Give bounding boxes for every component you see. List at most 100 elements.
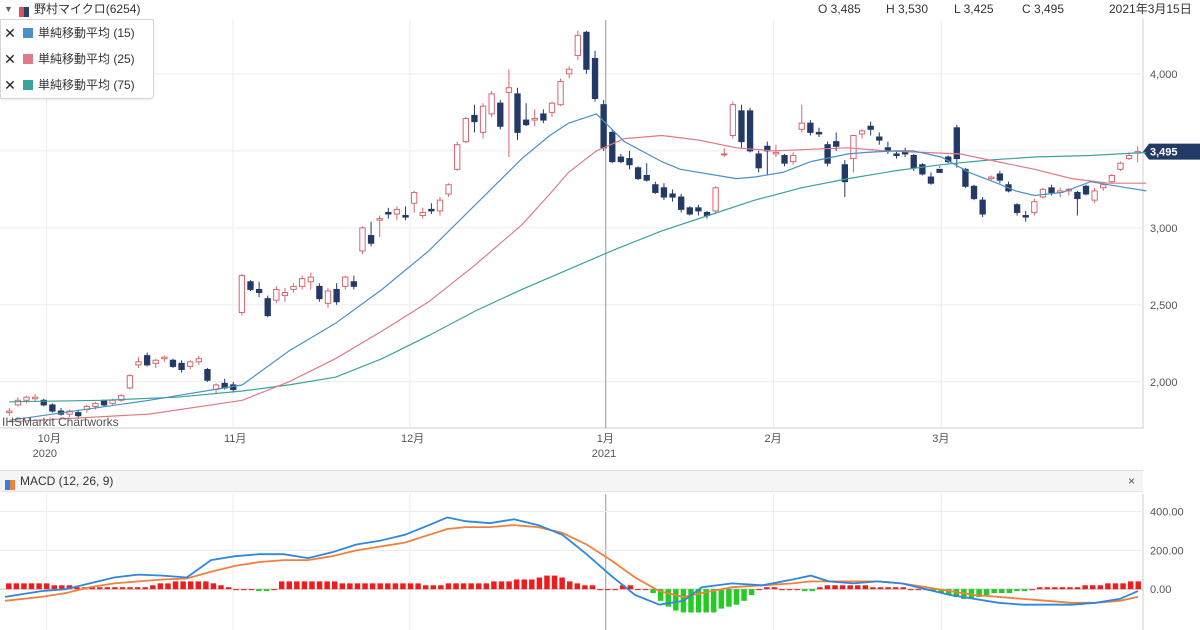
- candlestick: [746, 107, 754, 153]
- candlestick: [385, 207, 392, 219]
- macd-histogram-bar: [134, 587, 141, 590]
- macd-histogram-bar: [566, 581, 573, 590]
- candlestick: [781, 153, 788, 167]
- candle-body: [31, 396, 39, 400]
- macd-histogram-bar: [415, 583, 421, 590]
- candlestick: [600, 100, 607, 151]
- remove-icon[interactable]: ✕: [4, 77, 16, 93]
- macd-histogram-bar: [225, 587, 232, 590]
- candle-body: [402, 215, 409, 218]
- candle-body: [290, 285, 297, 290]
- remove-icon[interactable]: ✕: [4, 25, 16, 41]
- candlestick: [540, 109, 547, 124]
- macd-histogram-bar: [263, 589, 270, 592]
- remove-icon[interactable]: ✕: [4, 51, 16, 67]
- macd-histogram-bar: [589, 585, 596, 590]
- macd-signal-line: [4, 524, 1139, 604]
- macd-histogram-bar: [877, 587, 884, 590]
- macd-histogram-bar: [786, 589, 793, 591]
- candle-body: [1082, 185, 1090, 195]
- candle-body: [238, 275, 246, 314]
- candle-body: [686, 207, 693, 215]
- macd-histogram-bar: [127, 587, 133, 590]
- macd-title: MACD (12, 26, 9): [20, 474, 114, 488]
- candlestick: [1031, 198, 1038, 216]
- candlestick: [1117, 161, 1124, 171]
- candlestick: [660, 183, 668, 201]
- candlestick: [634, 166, 642, 181]
- candlestick: [841, 160, 848, 198]
- candle-body: [324, 290, 332, 304]
- candlestick: [23, 395, 30, 404]
- candlestick: [316, 283, 323, 302]
- candlestick: [100, 399, 108, 407]
- macd-histogram-bar: [1135, 581, 1141, 590]
- candlestick: [884, 141, 892, 154]
- macd-histogram-bar: [536, 577, 543, 590]
- candlestick: [1082, 184, 1090, 196]
- candlestick: [290, 283, 297, 293]
- candle-body: [626, 158, 633, 166]
- candlestick: [471, 104, 478, 133]
- candlestick: [204, 367, 211, 382]
- macd-histogram-bar: [460, 583, 467, 590]
- candlestick: [169, 358, 177, 368]
- candlestick: [488, 90, 495, 117]
- macd-histogram-bar: [210, 583, 217, 590]
- candle-body: [410, 191, 418, 204]
- macd-histogram-bar: [339, 583, 346, 590]
- candle-body: [858, 130, 866, 135]
- candle-body: [92, 402, 99, 407]
- macd-histogram-bar: [544, 575, 550, 590]
- candlestick: [901, 147, 909, 158]
- candlestick: [393, 206, 401, 221]
- macd-histogram-bar: [711, 589, 717, 613]
- legend-item-sma75: ✕ 単純移動平均 (75): [1, 73, 153, 97]
- candlestick: [118, 394, 125, 402]
- candle-body: [669, 193, 676, 198]
- candle-body: [505, 87, 513, 93]
- macd-histogram-bar: [150, 585, 156, 590]
- macd-histogram-bar: [483, 583, 490, 590]
- candle-body: [600, 104, 607, 149]
- close-panel-icon[interactable]: ×: [1127, 474, 1135, 488]
- candlestick: [652, 181, 659, 194]
- time-tick-label: 12月: [401, 433, 424, 445]
- indicator-legend: ✕ 単純移動平均 (15) ✕ 単純移動平均 (25) ✕ 単純移動平均 (75…: [0, 19, 154, 99]
- candlestick: [626, 150, 633, 170]
- candle-body: [23, 396, 30, 401]
- candle-body: [1100, 184, 1107, 189]
- macd-histogram-bar: [362, 583, 368, 590]
- macd-histogram-bar: [976, 589, 982, 597]
- candlestick: [936, 166, 943, 173]
- macd-histogram-bar: [885, 587, 891, 590]
- macd-histogram-bar: [1052, 587, 1058, 590]
- candle-body: [988, 176, 995, 180]
- open-value: O 3,485: [818, 2, 861, 16]
- macd-histogram-bar: [165, 583, 171, 590]
- macd-histogram-bar: [1059, 587, 1066, 590]
- candle-body: [927, 176, 935, 184]
- candle-body: [695, 207, 702, 212]
- candle-body: [152, 359, 159, 364]
- macd-histogram-bar: [157, 583, 164, 590]
- candlestick: [755, 150, 762, 173]
- macd-grid: 0.00 200.00 400.00: [0, 494, 1184, 630]
- candle-body: [135, 361, 142, 366]
- macd-histogram-bar: [771, 587, 778, 590]
- macd-histogram-bar: [983, 589, 990, 595]
- macd-histogram: [6, 575, 1141, 613]
- candle-body: [962, 168, 969, 187]
- macd-histogram-bar: [1029, 589, 1035, 591]
- candlestick: [557, 78, 564, 107]
- candle-body: [772, 151, 780, 155]
- candlestick: [333, 283, 340, 305]
- macd-histogram-bar: [97, 587, 103, 590]
- candle-body: [436, 199, 444, 212]
- candlestick: [1108, 173, 1116, 184]
- macd-tick-label: 0.00: [1150, 584, 1171, 596]
- candle-body: [307, 276, 314, 283]
- collapse-caret-icon[interactable]: ▼: [4, 4, 13, 14]
- macd-histogram-bar: [21, 583, 27, 590]
